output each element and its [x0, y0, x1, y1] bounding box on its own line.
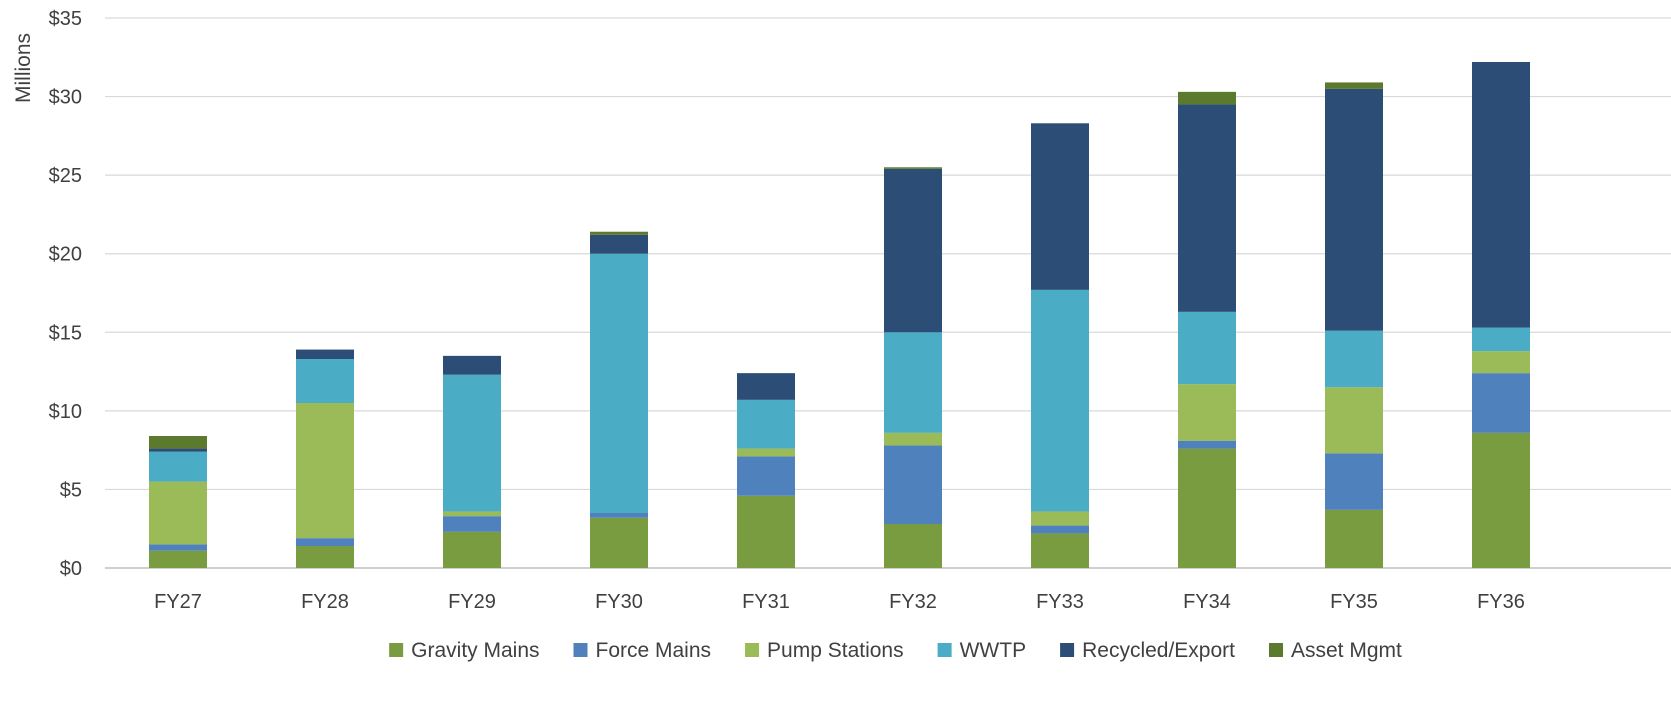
legend-label: WWTP	[960, 639, 1026, 662]
bar-segment	[737, 399, 795, 449]
bar-segment	[149, 451, 207, 482]
bar-segment	[590, 231, 648, 235]
y-axis-tick-labels: $0 $5 $10 $15 $20 $25 $30 $35	[49, 8, 82, 580]
legend-label: Force Mains	[596, 639, 712, 662]
bar-segment	[149, 544, 207, 551]
bar-segment	[590, 517, 648, 568]
x-tick-label: FY34	[1183, 591, 1231, 613]
y-tick-label: $30	[49, 87, 82, 109]
bar-segment	[1178, 384, 1236, 441]
legend-item: Recycled/Export	[1060, 639, 1235, 662]
y-tick-label: $35	[49, 8, 82, 30]
legend-swatch	[389, 643, 404, 657]
bar-segment	[1178, 91, 1236, 105]
bar-segment	[1178, 104, 1236, 312]
bar-segment	[1178, 448, 1236, 568]
legend-item: Pump Stations	[745, 639, 904, 662]
bar-segment	[590, 234, 648, 254]
x-tick-label: FY35	[1330, 591, 1378, 613]
bar-segment	[296, 546, 354, 568]
x-tick-label: FY27	[154, 591, 202, 613]
x-tick-label: FY29	[448, 591, 496, 613]
legend-swatch	[573, 643, 588, 657]
bar-segment	[884, 445, 942, 524]
legend-item: WWTP	[937, 639, 1026, 662]
bar-segment	[1325, 82, 1383, 89]
bar-segment	[149, 436, 207, 449]
bar-segment	[737, 456, 795, 496]
bar-segment	[1325, 387, 1383, 454]
bar-segment	[296, 538, 354, 546]
legend-label: Asset Mgmt	[1291, 639, 1402, 662]
x-tick-label: FY30	[595, 591, 643, 613]
bar-segment	[1325, 453, 1383, 510]
x-axis-tick-labels: FY27 FY28 FY29 FY30 FY31 FY32 FY33 FY34 FY35 FY36	[154, 591, 1525, 613]
bar-segment	[296, 403, 354, 539]
bar-segment	[1472, 327, 1530, 352]
bars	[149, 62, 1530, 568]
bar-segment	[1325, 88, 1383, 331]
bar-segment	[1031, 533, 1089, 568]
bar-segment	[443, 355, 501, 375]
bar-segment	[443, 531, 501, 568]
bar-segment	[884, 167, 942, 169]
y-tick-label: $15	[49, 322, 82, 344]
bar-segment	[443, 374, 501, 512]
bar-segment	[1031, 511, 1089, 526]
legend-label: Pump Stations	[767, 639, 904, 662]
bar-segment	[884, 168, 942, 333]
bar-segment	[1472, 432, 1530, 568]
bar-segment	[1472, 351, 1530, 374]
bar-segment	[1178, 311, 1236, 385]
bar-segment	[590, 513, 648, 518]
bar-segment	[737, 448, 795, 457]
legend-label: Gravity Mains	[411, 639, 539, 662]
legend-item: Asset Mgmt	[1269, 639, 1402, 662]
bar-segment	[884, 432, 942, 446]
bar-segment	[884, 332, 942, 433]
y-axis-title: Millions	[12, 33, 35, 103]
legend-swatch	[937, 643, 952, 657]
bar-segment	[1031, 289, 1089, 512]
bar-segment	[884, 524, 942, 568]
bar-segment	[1325, 330, 1383, 388]
bar-segment	[737, 495, 795, 568]
bar-segment	[149, 550, 207, 568]
bar-segment	[1031, 525, 1089, 534]
bar-segment	[149, 481, 207, 545]
bar-segment	[1325, 509, 1383, 568]
legend-item: Gravity Mains	[389, 639, 540, 662]
legend: Gravity Mains Force Mains Pump Stations WWT…	[389, 639, 1402, 662]
x-tick-label: FY36	[1477, 591, 1525, 613]
y-tick-label: $10	[49, 401, 82, 423]
y-tick-label: $20	[49, 244, 82, 266]
bar-segment	[443, 516, 501, 532]
bar-segment	[443, 511, 501, 517]
bar-segment	[737, 373, 795, 400]
legend-item: Force Mains	[573, 639, 712, 662]
bar-segment	[1178, 440, 1236, 449]
legend-swatch	[745, 643, 760, 657]
x-tick-label: FY31	[742, 591, 790, 613]
bar-segment	[296, 349, 354, 359]
legend-swatch	[1269, 643, 1283, 657]
x-tick-label: FY32	[889, 591, 937, 613]
y-tick-label: $0	[60, 558, 82, 580]
y-tick-label: $25	[49, 165, 82, 187]
bar-segment	[149, 448, 207, 452]
bar-segment	[296, 359, 354, 403]
x-tick-label: FY33	[1036, 591, 1084, 613]
bar-segment	[1031, 123, 1089, 290]
legend-label: Recycled/Export	[1082, 639, 1235, 662]
legend-swatch	[1060, 643, 1075, 657]
bar-segment	[1472, 62, 1530, 328]
bar-segment	[1472, 373, 1530, 433]
y-tick-label: $5	[60, 479, 82, 501]
bar-segment	[590, 253, 648, 513]
x-tick-label: FY28	[301, 591, 349, 613]
